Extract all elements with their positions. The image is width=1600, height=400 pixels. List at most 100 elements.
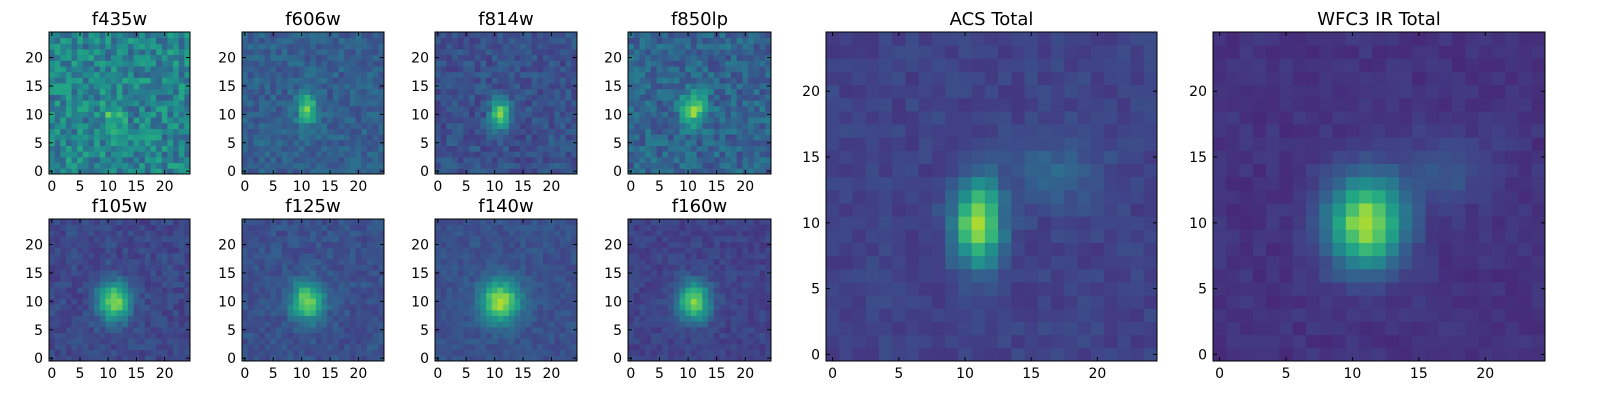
- heatmap-cell: [497, 326, 504, 333]
- heatmap-cell: [457, 230, 464, 237]
- x-tick-label: 10: [293, 179, 311, 195]
- heatmap-cell: [167, 349, 174, 356]
- heatmap-cell: [349, 315, 356, 322]
- heatmap-cell: [742, 156, 749, 164]
- heatmap-cell: [281, 77, 288, 84]
- heatmap-cell: [679, 281, 686, 288]
- heatmap-cell: [349, 122, 356, 129]
- heatmap-cell: [122, 60, 129, 67]
- heatmap-cell: [378, 321, 385, 328]
- heatmap-cell: [497, 315, 504, 322]
- heatmap-cell: [554, 105, 561, 112]
- heatmap-cell: [474, 60, 481, 67]
- heatmap-cell: [65, 321, 72, 328]
- heatmap-cell: [366, 54, 374, 61]
- heatmap-cell: [452, 128, 459, 135]
- heatmap-cell: [150, 338, 157, 345]
- heatmap-cell: [49, 292, 56, 299]
- heatmap-cell: [60, 253, 67, 260]
- heatmap-cell: [708, 139, 715, 146]
- heatmap-cell: [264, 270, 271, 277]
- heatmap-cell: [537, 122, 544, 129]
- heatmap-cell: [315, 343, 322, 351]
- heatmap-cell: [565, 54, 572, 61]
- heatmap-cell: [457, 134, 464, 141]
- heatmap-cell: [628, 105, 635, 112]
- heatmap-cell: [156, 77, 163, 84]
- heatmap-cell: [548, 105, 555, 112]
- heatmap-cell: [111, 219, 118, 226]
- heatmap-cell: [60, 343, 67, 351]
- heatmap-cell: [696, 304, 703, 311]
- heatmap-cell: [474, 219, 481, 226]
- heatmap-cell: [486, 332, 493, 339]
- heatmap-cell: [628, 309, 635, 316]
- heatmap-cell: [361, 162, 368, 169]
- heatmap-cell: [173, 287, 180, 294]
- heatmap-cell: [167, 156, 174, 164]
- heatmap-cell: [503, 32, 510, 39]
- heatmap-cell: [730, 287, 738, 294]
- heatmap-cell: [508, 128, 515, 135]
- heatmap-cell: [679, 145, 686, 152]
- heatmap-cell: [685, 349, 692, 356]
- heatmap-cell: [105, 349, 112, 356]
- heatmap-cell: [94, 247, 101, 254]
- heatmap-cell: [503, 54, 510, 61]
- heatmap-cell: [446, 309, 453, 316]
- heatmap-cell: [71, 230, 78, 237]
- heatmap-cell: [531, 145, 538, 152]
- heatmap-cell: [150, 145, 157, 152]
- heatmap-cell: [696, 275, 703, 282]
- heatmap-cell: [440, 224, 447, 231]
- heatmap-cell: [264, 309, 271, 316]
- heatmap-cell: [332, 326, 339, 333]
- heatmap-cell: [355, 49, 362, 56]
- heatmap-cell: [122, 100, 129, 107]
- heatmap-cell: [696, 94, 703, 101]
- heatmap-cell: [668, 151, 675, 158]
- panel-title: f606w: [285, 9, 340, 30]
- heatmap-cell: [486, 117, 493, 124]
- heatmap-cell: [452, 258, 459, 265]
- heatmap-cell: [332, 151, 339, 158]
- heatmap-cell: [344, 338, 351, 345]
- heatmap-cell: [338, 122, 345, 129]
- heatmap-cell: [49, 338, 56, 345]
- heatmap-cell: [264, 71, 271, 78]
- heatmap-cell: [668, 168, 675, 175]
- heatmap-cell: [49, 258, 56, 265]
- heatmap-cell: [293, 349, 300, 356]
- heatmap-cell: [457, 247, 464, 254]
- heatmap-cell: [247, 247, 254, 254]
- heatmap-cell: [281, 253, 288, 260]
- heatmap-cell: [144, 349, 151, 356]
- heatmap-cell: [88, 128, 95, 135]
- heatmap-cell: [650, 128, 657, 135]
- heatmap-cell: [765, 100, 772, 107]
- heatmap-cell: [719, 275, 726, 282]
- heatmap-cell: [537, 247, 544, 254]
- heatmap-cell: [486, 338, 493, 345]
- heatmap-cell: [293, 145, 300, 152]
- heatmap-cell: [531, 264, 538, 271]
- heatmap-cell: [94, 128, 101, 135]
- heatmap-cell: [650, 37, 657, 44]
- heatmap-cell: [71, 304, 78, 311]
- heatmap-cell: [71, 338, 78, 345]
- heatmap-cell: [167, 338, 174, 345]
- heatmap-cell: [293, 77, 300, 84]
- heatmap-cell: [144, 247, 151, 254]
- heatmap-cell: [719, 128, 726, 135]
- heatmap-cell: [474, 151, 481, 158]
- heatmap-cell: [270, 253, 277, 260]
- heatmap-cell: [628, 49, 635, 56]
- heatmap-cell: [111, 236, 118, 243]
- heatmap-cell: [525, 71, 532, 78]
- heatmap-cell: [173, 94, 180, 101]
- heatmap-cell: [730, 54, 738, 61]
- heatmap-cell: [116, 343, 123, 351]
- heatmap-cell: [270, 321, 277, 328]
- heatmap-cell: [144, 292, 151, 299]
- heatmap-cell: [54, 111, 61, 118]
